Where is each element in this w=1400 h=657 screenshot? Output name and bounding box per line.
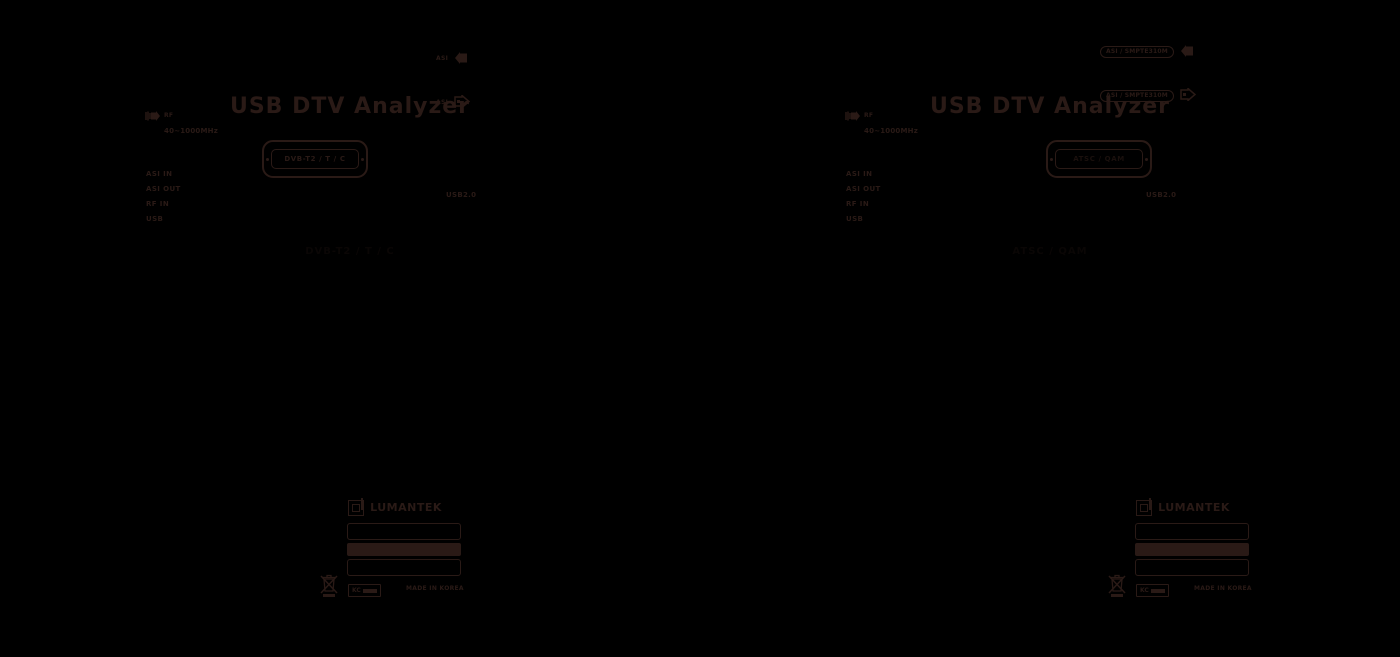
weee-bin-icon	[1106, 572, 1128, 598]
badge-inner: DVB-T2 / T / C	[271, 149, 359, 169]
port-label-asi-in: ASI IN	[846, 170, 873, 178]
lumantek-logo-icon	[1136, 498, 1155, 517]
usb-version-label: USB2.0	[446, 191, 477, 199]
rf-connector-icon	[845, 106, 861, 125]
country-of-origin: MADE IN KOREA	[1194, 585, 1252, 592]
port-label-usb: USB	[146, 215, 164, 223]
serial-field-bottom	[1135, 559, 1249, 576]
badge-plate	[262, 140, 368, 178]
certification-mark-bar	[1150, 588, 1165, 593]
arrow-in-icon	[1180, 42, 1194, 61]
badge-screw-right-icon	[1145, 157, 1148, 161]
connector-asi-in: ASI / SMPTE310M	[1100, 42, 1194, 61]
port-label-asi-out: ASI OUT	[146, 185, 181, 193]
connector-asi-in: ASI	[436, 49, 468, 68]
port-label-asi-in: ASI IN	[146, 170, 173, 178]
connector-asi-out: ASI	[436, 93, 471, 112]
port-label-asi-out: ASI OUT	[846, 185, 881, 193]
weee-bin-icon	[318, 572, 340, 598]
serial-field-group	[1135, 523, 1249, 576]
connector-label: ASI	[436, 55, 449, 62]
label-footer-block: LUMANTEK KC MADE IN KOREA	[318, 498, 468, 602]
brand-name: LUMANTEK	[370, 501, 442, 514]
serial-field-bar	[347, 543, 461, 556]
certification-mark: KC	[1136, 584, 1169, 597]
compliance-row: KC MADE IN KOREA	[1106, 574, 1256, 602]
connector-label: ASI / SMPTE310M	[1100, 45, 1174, 58]
brand-lockup: LUMANTEK	[1110, 498, 1256, 517]
certification-mark: KC	[348, 584, 381, 597]
lumantek-logo-icon	[348, 498, 367, 517]
standards-ghost-text: ATSC / QAM	[1012, 246, 1088, 257]
badge-screw-left-icon	[266, 157, 269, 161]
serial-field-top	[347, 523, 461, 540]
arrow-out-icon	[454, 93, 471, 112]
port-label-usb: USB	[846, 215, 864, 223]
serial-field-group	[347, 523, 461, 576]
badge-screw-right-icon	[361, 157, 364, 161]
certification-mark-label: KC	[1140, 587, 1149, 594]
serial-field-bottom	[347, 559, 461, 576]
connector-label: ASI	[436, 99, 449, 106]
badge-inner: ATSC / QAM	[1055, 149, 1143, 169]
brand-name: LUMANTEK	[1158, 501, 1230, 514]
label-footer-block: LUMANTEK KC MADE IN KOREA	[1106, 498, 1256, 602]
standards-ghost-text: DVB-T2 / T / C	[305, 246, 395, 257]
port-label-rf-in: RF IN	[846, 200, 870, 208]
certification-mark-bar	[362, 588, 377, 593]
rf-label: RF	[164, 112, 174, 119]
port-label-list: ASI IN ASI OUT RF IN USB	[846, 170, 881, 230]
compliance-row: KC MADE IN KOREA	[318, 574, 468, 602]
port-label-list: ASI IN ASI OUT RF IN USB	[146, 170, 181, 230]
standards-badge-label: DVB-T2 / T / C	[284, 155, 346, 163]
rf-connector-icon	[145, 106, 161, 125]
port-label-rf-in: RF IN	[146, 200, 170, 208]
badge-plate	[1046, 140, 1152, 178]
page-title: USB DTV Analyzer	[929, 94, 1171, 119]
page-title: USB DTV Analyzer	[229, 94, 471, 119]
certification-mark-label: KC	[352, 587, 361, 594]
rf-frequency-range: 40~1000MHz	[864, 127, 918, 135]
rf-frequency-range: 40~1000MHz	[164, 127, 218, 135]
standards-badge-label: ATSC / QAM	[1073, 155, 1125, 163]
arrow-out-icon	[1180, 86, 1197, 105]
rf-input-spec: RF 40~1000MHz	[845, 106, 918, 135]
usb-version-label: USB2.0	[1146, 191, 1177, 199]
device-panel-atsc: USB DTV Analyzer RF 40~1000MHz ASI / SMP…	[700, 0, 1400, 657]
badge-screw-left-icon	[1050, 157, 1053, 161]
brand-lockup: LUMANTEK	[322, 498, 468, 517]
rf-label: RF	[864, 112, 874, 119]
serial-field-top	[1135, 523, 1249, 540]
device-panel-dvb: USB DTV Analyzer RF 40~1000MHz ASI ASI	[145, 49, 477, 602]
arrow-in-icon	[454, 49, 468, 68]
country-of-origin: MADE IN KOREA	[406, 585, 464, 592]
rf-input-spec: RF 40~1000MHz	[145, 106, 218, 135]
connector-label: ASI / SMPTE310M	[1100, 89, 1174, 102]
serial-field-bar	[1135, 543, 1249, 556]
connector-asi-out: ASI / SMPTE310M	[1100, 86, 1197, 105]
standards-badge: ATSC / QAM	[1046, 140, 1152, 178]
standards-badge: DVB-T2 / T / C	[262, 140, 368, 178]
